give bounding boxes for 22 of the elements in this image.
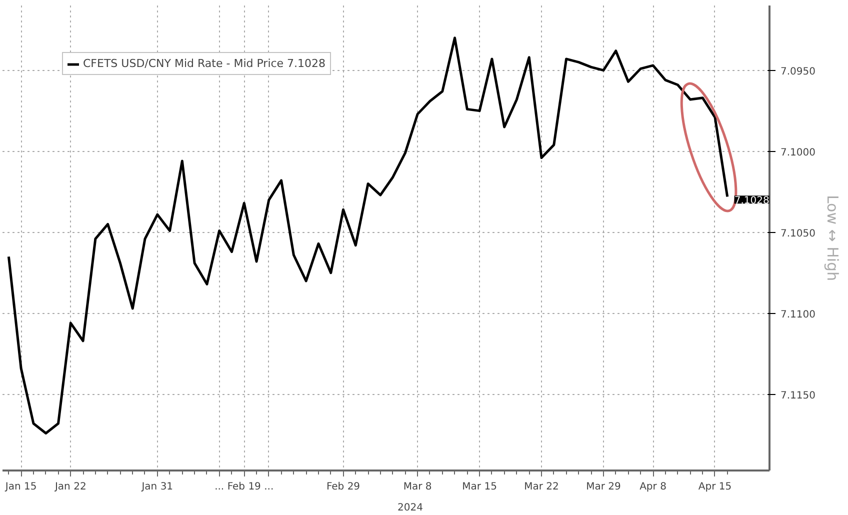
- y-tick-label: 7.0950: [780, 66, 816, 78]
- x-tick-label: Mar 8: [403, 482, 432, 492]
- x-tick-label: ...: [264, 482, 274, 492]
- text: 2024: [398, 502, 423, 514]
- y-tick-label: 7.1000: [780, 147, 816, 158]
- x-tick-label: Jan 31: [140, 482, 174, 492]
- x-tick-label: Feb 29: [326, 482, 360, 492]
- line-series: [7, 36, 729, 434]
- x-tick-label: Mar 15: [462, 482, 497, 492]
- x-tick-label: Apr 15: [698, 482, 732, 492]
- legend-label: CFETS USD/CNY Mid Rate - Mid Price 7.1028: [83, 57, 326, 70]
- x-tick-label: Mar 29: [586, 482, 621, 492]
- x-tick-label: Jan 15: [4, 482, 37, 492]
- y-tick-label: 7.1050: [780, 228, 816, 240]
- x-tick-label: Feb 19: [227, 482, 261, 492]
- y-tick-label: 7.1150: [780, 390, 816, 402]
- x-tick-label: Jan 22: [54, 482, 86, 492]
- x-tick-label: Mar 22: [524, 482, 559, 492]
- x-tick-label: Apr 8: [640, 482, 666, 492]
- text: Low ↔ High: [824, 194, 842, 282]
- x-tick-label: ...: [214, 482, 224, 492]
- y-tick-label: 7.1100: [780, 309, 816, 320]
